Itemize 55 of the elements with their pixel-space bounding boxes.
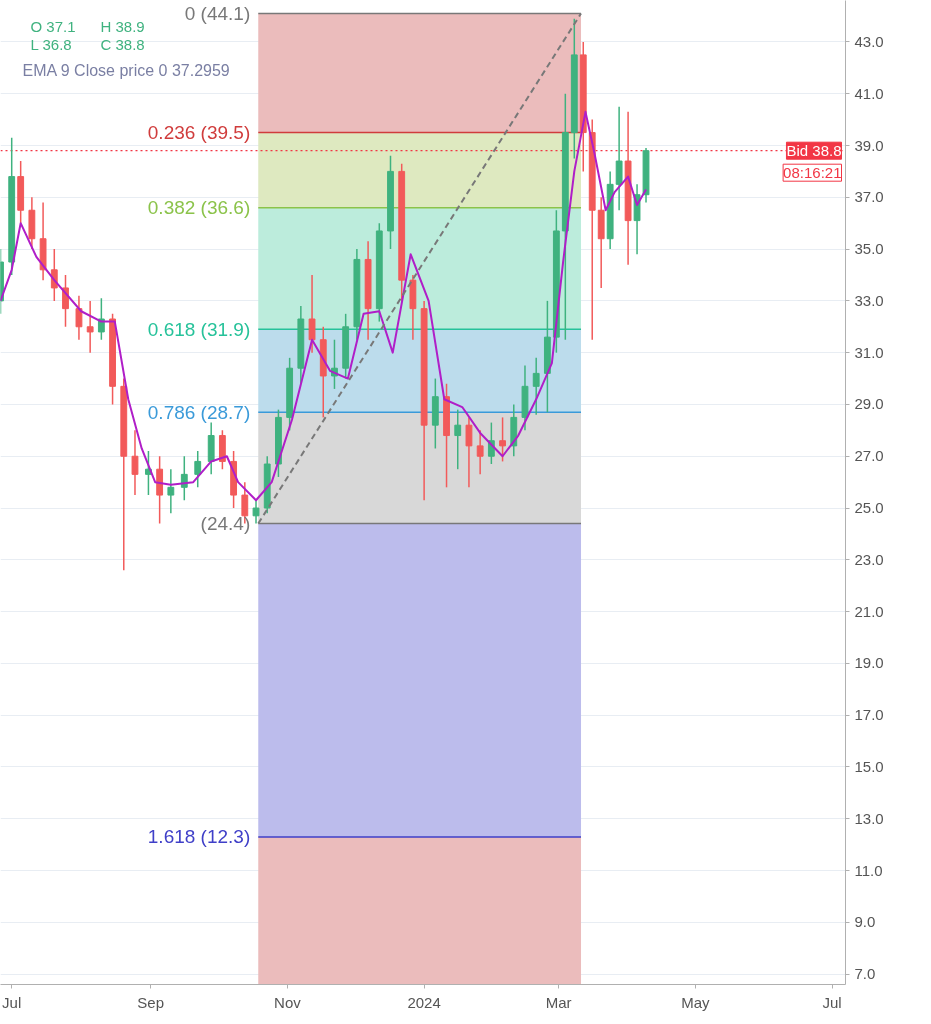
candlestick (131, 429, 139, 496)
annotation: C 38.8 (100, 35, 145, 53)
y-tick-label: 31.0 (854, 343, 884, 361)
candlestick (615, 105, 623, 211)
ref-line-label: (24.4) (200, 513, 251, 535)
x-tick-label: Sep (137, 993, 165, 1011)
candlestick (86, 300, 94, 354)
y-tick-label: 39.0 (854, 136, 884, 154)
y-tick-label: 37.0 (854, 188, 884, 206)
candlestick (62, 274, 69, 328)
y-tick-label: 7.0 (854, 965, 876, 983)
x-tick-label: Jul (822, 993, 842, 1011)
y-tick-label: 15.0 (854, 757, 884, 775)
candlestick (532, 357, 540, 416)
y-tick-label: 23.0 (854, 550, 884, 568)
line-series (0, 110, 648, 502)
annotation: EMA 9 Close price 0 37.2959 (22, 61, 230, 79)
annotation: O 37.1 (30, 17, 76, 35)
y-tick-label: 25.0 (854, 499, 884, 517)
ref-line-label: 0.618 (31.9) (147, 318, 251, 340)
y-tick-label: 35.0 (854, 240, 884, 258)
annotation: H 38.9 (100, 17, 145, 35)
ref-line-label: 0.382 (36.6) (147, 197, 251, 219)
y-tick-label: 13.0 (854, 809, 884, 827)
candlestick (454, 408, 462, 470)
y-tick-label: 29.0 (854, 395, 884, 413)
candlestick (476, 429, 484, 476)
x-tick-label: May (681, 993, 710, 1011)
candlestick (75, 294, 83, 341)
candlestick (194, 450, 202, 489)
ref-line-label: Bid 38.8 (786, 142, 842, 160)
x-tick-label: Jul (2, 993, 22, 1011)
candlestick (97, 297, 105, 341)
y-tick-label: 17.0 (854, 706, 884, 724)
y-tick-label: 33.0 (854, 291, 884, 309)
ref-line-label: 0.786 (28.7) (147, 401, 251, 423)
ref-line-label: 0 (44.1) (184, 2, 251, 24)
candlestick (499, 416, 506, 463)
y-tick-label: 11.0 (854, 861, 883, 879)
x-tick-label: 2024 (407, 993, 441, 1011)
annotation: L 36.8 (30, 35, 72, 53)
y-tick-label: 43.0 (854, 32, 884, 50)
x-tick-label: Mar (545, 993, 572, 1011)
candlestick (252, 499, 260, 525)
ref-line-label: 0.236 (39.5) (147, 122, 251, 144)
ref-line-label: 1.618 (12.3) (147, 826, 251, 848)
candlestick (167, 468, 175, 514)
y-tick-label: 27.0 (854, 447, 884, 465)
y-tick-label: 41.0 (854, 84, 884, 102)
y-tick-label: 19.0 (854, 654, 884, 672)
y-tick-label: 9.0 (854, 913, 876, 931)
y-tick-label: 21.0 (854, 602, 884, 620)
x-tick-label: Nov (274, 993, 302, 1011)
candlestick (308, 274, 316, 354)
candlestick (465, 416, 473, 489)
